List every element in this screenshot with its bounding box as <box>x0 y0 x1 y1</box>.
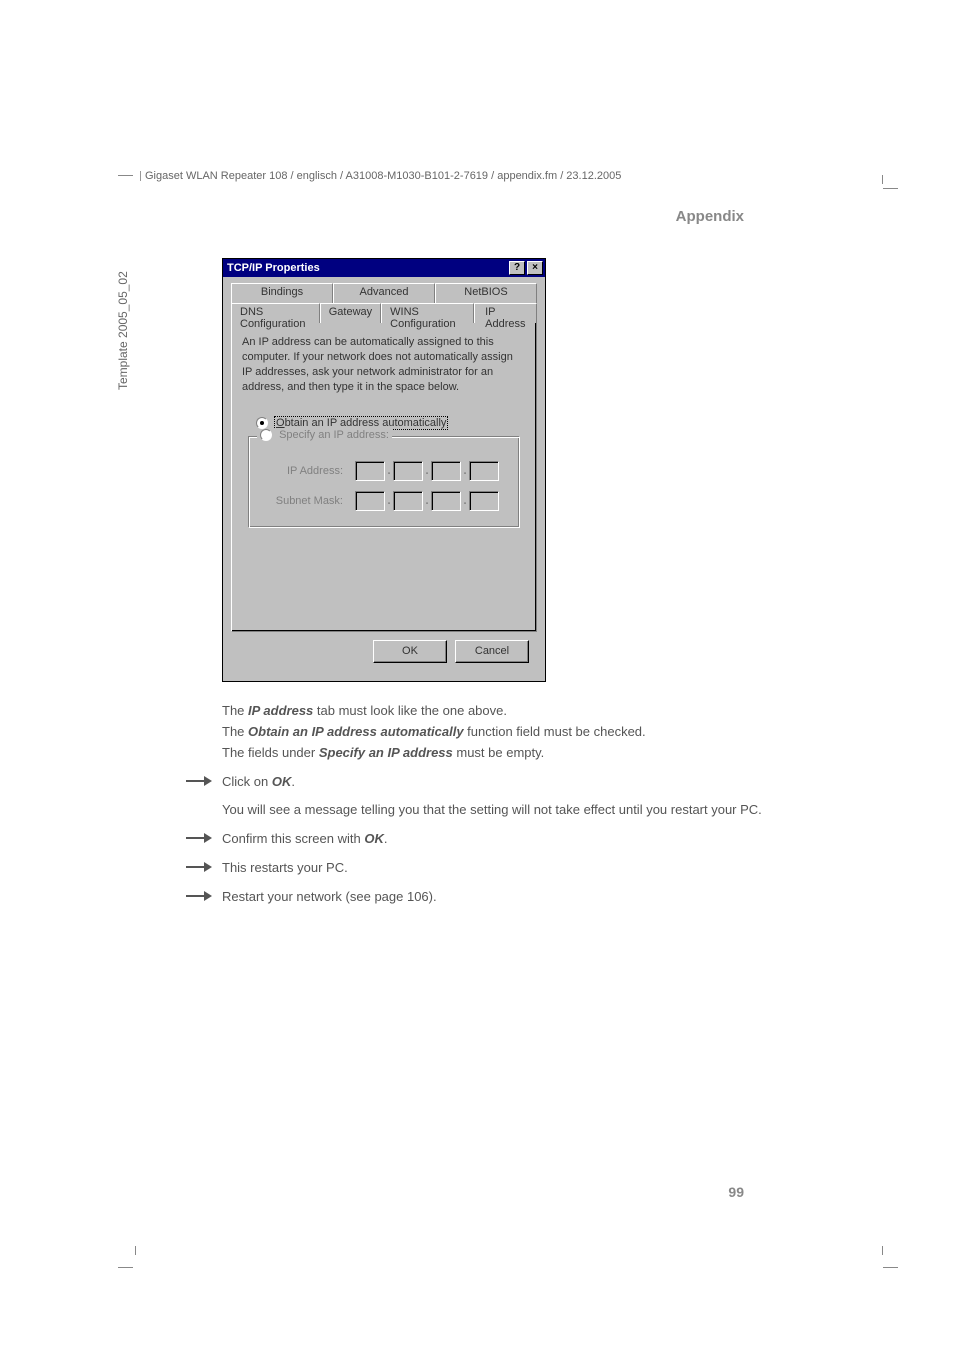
body-text: The IP address tab must look like the on… <box>222 702 782 907</box>
tabs-back-row: Bindings Advanced NetBIOS <box>231 283 537 303</box>
tab-ip-address[interactable]: IP Address <box>474 303 537 323</box>
specify-groupbox: Specify an IP address: IP Address: . . .… <box>248 436 520 528</box>
arrow-icon <box>186 861 212 873</box>
arrow-icon <box>186 890 212 902</box>
tab-panel: An IP address can be automatically assig… <box>231 322 537 632</box>
arrow-icon <box>186 775 212 787</box>
ip-address-field[interactable]: . . . <box>355 461 499 481</box>
template-label: Template 2005_05_02 <box>116 271 130 390</box>
section-title: Appendix <box>676 208 744 225</box>
subnet-mask-label: Subnet Mask: <box>269 495 355 507</box>
close-button[interactable]: × <box>527 261 543 275</box>
header-path: Gigaset WLAN Repeater 108 / englisch / A… <box>140 170 621 182</box>
tab-gateway[interactable]: Gateway <box>320 303 381 323</box>
dialog-title: TCP/IP Properties <box>227 262 320 274</box>
radio-auto-icon <box>256 417 268 429</box>
tab-wins[interactable]: WINS Configuration <box>381 303 474 323</box>
line1: The IP address tab must look like the on… <box>222 702 782 721</box>
step-restart-network: Restart your network (see page 106). <box>186 888 782 907</box>
radio-specify-icon[interactable] <box>260 429 272 441</box>
specify-group-title: Specify an IP address: <box>257 429 392 441</box>
page-number: 99 <box>728 1184 744 1200</box>
tab-advanced[interactable]: Advanced <box>333 283 435 303</box>
radio-auto-row[interactable]: Obtain an IP address automatically <box>256 416 526 430</box>
arrow-icon <box>186 832 212 844</box>
step-confirm-ok: Confirm this screen with OK. <box>186 830 782 849</box>
step-click-ok: Click on OK. <box>186 773 782 792</box>
line2: The Obtain an IP address automatically f… <box>222 723 782 742</box>
radio-auto-label: Obtain an IP address automatically <box>274 416 448 430</box>
tabs-front-row: DNS Configuration Gateway WINS Configura… <box>231 303 537 323</box>
restart-note: You will see a message telling you that … <box>222 801 782 820</box>
tcpip-dialog: TCP/IP Properties ? × Bindings Advanced … <box>222 258 546 682</box>
ok-button[interactable]: OK <box>373 640 447 663</box>
help-button[interactable]: ? <box>509 261 525 275</box>
subnet-mask-field[interactable]: . . . <box>355 491 499 511</box>
step-restart-pc: This restarts your PC. <box>186 859 782 878</box>
tab-netbios[interactable]: NetBIOS <box>435 283 537 303</box>
tab-bindings[interactable]: Bindings <box>231 283 333 303</box>
dialog-titlebar: TCP/IP Properties ? × <box>223 259 545 277</box>
tab-dns[interactable]: DNS Configuration <box>231 303 320 323</box>
panel-description: An IP address can be automatically assig… <box>242 335 526 394</box>
cancel-button[interactable]: Cancel <box>455 640 529 663</box>
line3: The fields under Specify an IP address m… <box>222 744 782 763</box>
ip-address-label: IP Address: <box>269 465 355 477</box>
